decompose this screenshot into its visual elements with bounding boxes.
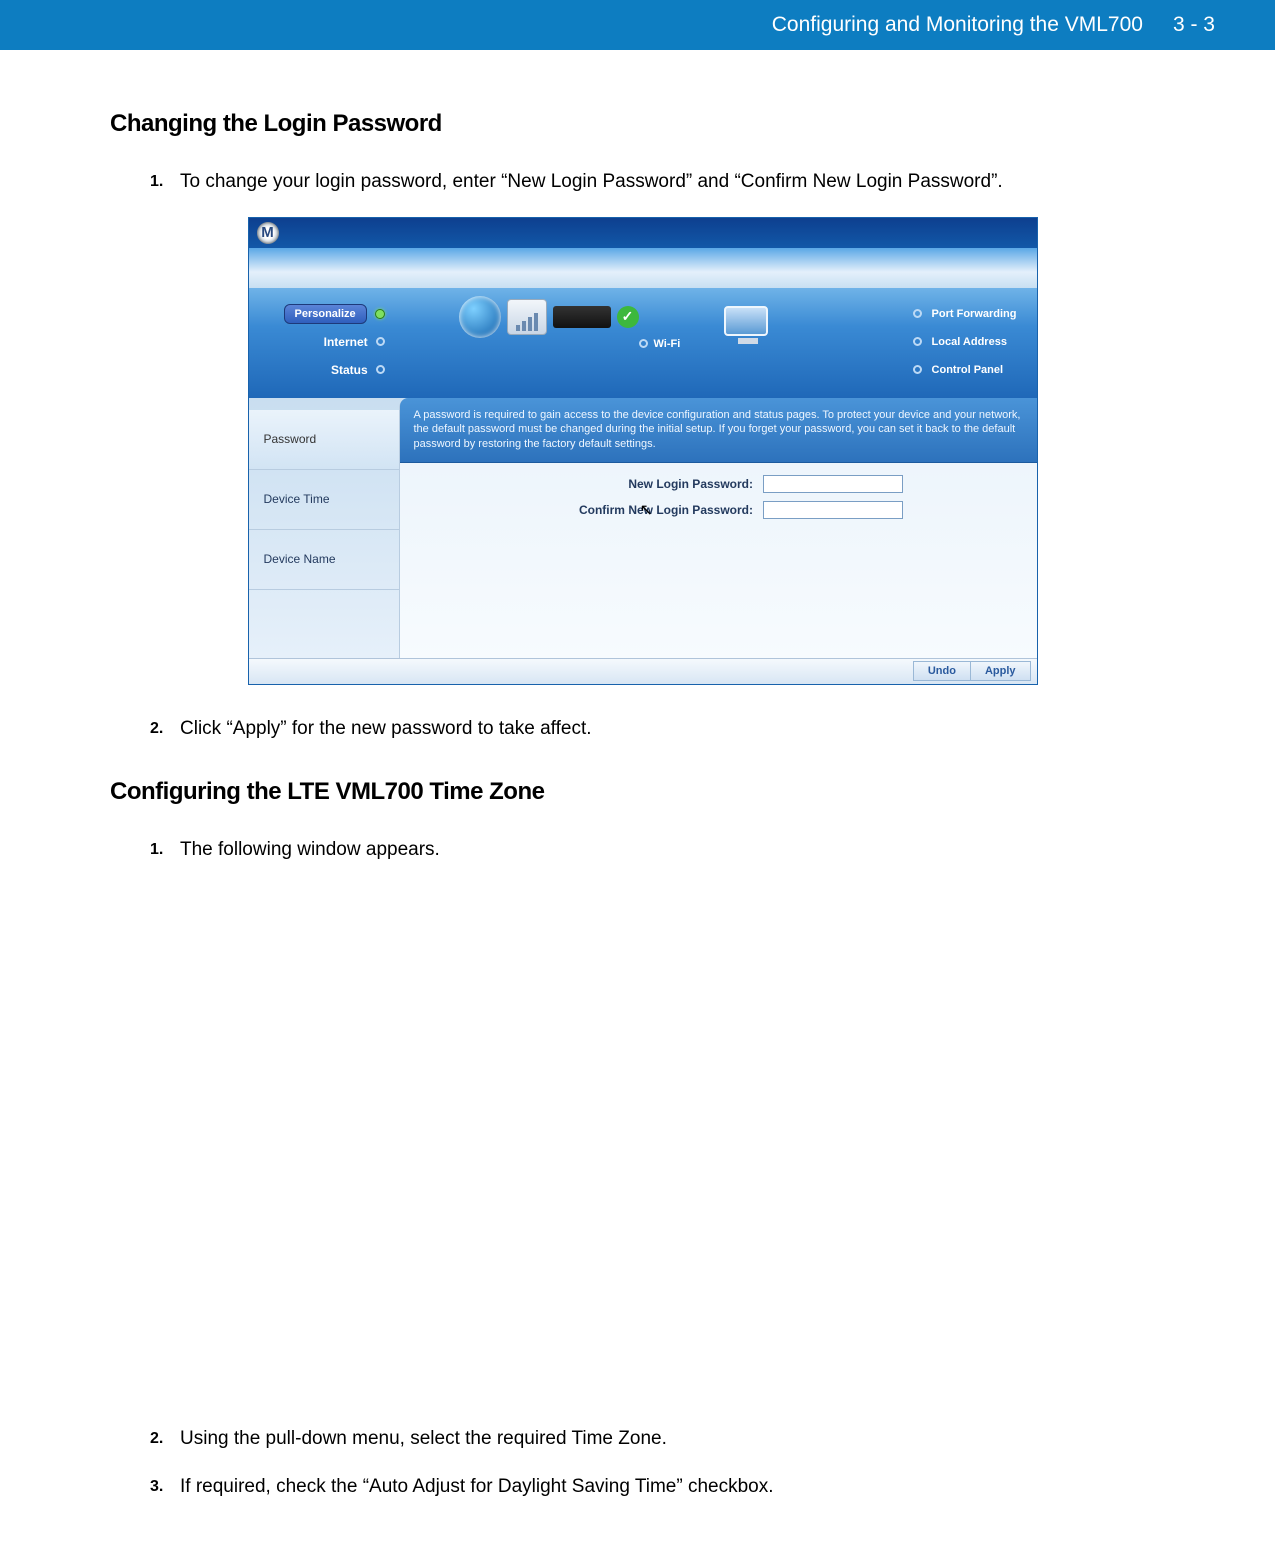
radio-dot-icon	[913, 365, 922, 374]
step-list-password: 1. To change your login password, enter …	[110, 168, 1175, 197]
checkmark-icon: ✓	[617, 306, 639, 328]
step-item: 2. Using the pull-down menu, select the …	[150, 1425, 1175, 1454]
config-sidebar: Password Device Time Device Name	[249, 398, 399, 658]
sidebar-item-label: Password	[264, 432, 317, 446]
new-password-input[interactable]	[763, 475, 903, 493]
section-heading-timezone: Configuring the LTE VML700 Time Zone	[110, 778, 1175, 806]
sidebar-item-device-time[interactable]: Device Time	[249, 470, 399, 530]
step-number: 2.	[150, 715, 180, 744]
step-list-password-cont: 2. Click “Apply” for the new password to…	[110, 715, 1175, 744]
form-row-new-password: New Login Password:	[420, 475, 1017, 493]
step-item: 1. To change your login password, enter …	[150, 168, 1175, 197]
window-titlebar: M	[249, 218, 1037, 248]
sidebar-item-device-name[interactable]: Device Name	[249, 530, 399, 590]
nav-right-group: Port Forwarding Local Address Control Pa…	[913, 300, 1017, 384]
step-number: 1.	[150, 836, 180, 865]
radio-dot-icon	[913, 309, 922, 318]
step-number: 1.	[150, 168, 180, 197]
config-main-panel: A password is required to gain access to…	[399, 398, 1037, 658]
step-item: 1. The following window appears.	[150, 836, 1175, 865]
nav-local-address-link[interactable]: Local Address	[932, 336, 1007, 348]
motorola-logo-icon: M	[257, 222, 279, 244]
sidebar-item-label: Device Name	[264, 552, 336, 566]
status-led-icon	[375, 309, 385, 319]
cursor-icon: ↖	[640, 500, 653, 520]
page-header: Configuring and Monitoring the VML700 3 …	[0, 0, 1275, 50]
nav-personalize-button[interactable]: Personalize	[284, 304, 367, 324]
globe-icon	[459, 296, 501, 338]
step-number: 2.	[150, 1425, 180, 1454]
step-list-timezone-cont: 2. Using the pull-down menu, select the …	[110, 1425, 1175, 1502]
config-footer: Undo Apply	[249, 658, 1037, 684]
header-page-number: 3 - 3	[1173, 13, 1215, 37]
step-item: 2. Click “Apply” for the new password to…	[150, 715, 1175, 744]
radio-dot-icon	[376, 365, 385, 374]
step-text: If required, check the “Auto Adjust for …	[180, 1473, 1175, 1502]
step-list-timezone: 1. The following window appears.	[110, 836, 1175, 865]
nav-wifi[interactable]: Wi-Fi	[639, 338, 681, 350]
top-nav: Personalize Internet Status ✓	[249, 288, 1037, 398]
section-heading-password: Changing the Login Password	[110, 110, 1175, 138]
header-title: Configuring and Monitoring the VML700	[772, 13, 1143, 37]
step-number: 3.	[150, 1473, 180, 1502]
step-text: Click “Apply” for the new password to ta…	[180, 715, 1175, 744]
config-body: Password Device Time Device Name A passw…	[249, 398, 1037, 658]
step-text: Using the pull-down menu, select the req…	[180, 1425, 1175, 1454]
radio-dot-icon	[639, 339, 648, 348]
help-text: A password is required to gain access to…	[400, 398, 1037, 464]
signal-bars-icon	[507, 299, 547, 335]
nav-control-panel-link[interactable]: Control Panel	[932, 364, 1004, 376]
form-row-confirm-password: Confirm New Login Password:	[420, 501, 1017, 519]
window-top-gradient	[249, 248, 1037, 288]
undo-button[interactable]: Undo	[913, 661, 971, 681]
page-content: Changing the Login Password 1. To change…	[0, 50, 1275, 1562]
sidebar-item-password[interactable]: Password	[249, 410, 399, 470]
nav-left-group: Personalize Internet Status	[284, 300, 385, 384]
router-ui-screenshot: M Personalize Internet Status	[248, 217, 1038, 685]
apply-button[interactable]: Apply	[971, 661, 1031, 681]
new-password-label: New Login Password:	[533, 477, 753, 491]
nav-port-forwarding-link[interactable]: Port Forwarding	[932, 308, 1017, 320]
radio-dot-icon	[376, 337, 385, 346]
radio-dot-icon	[913, 337, 922, 346]
nav-wifi-label: Wi-Fi	[654, 338, 681, 350]
step-text: The following window appears.	[180, 836, 1175, 865]
monitor-icon	[724, 306, 772, 348]
step-item: 3. If required, check the “Auto Adjust f…	[150, 1473, 1175, 1502]
nav-center-graphic: ✓	[459, 296, 639, 338]
router-icon	[553, 306, 611, 328]
nav-internet-link[interactable]: Internet	[324, 335, 368, 349]
figure-placeholder	[110, 885, 1175, 1425]
step-text: To change your login password, enter “Ne…	[180, 168, 1175, 197]
sidebar-item-label: Device Time	[264, 492, 330, 506]
confirm-password-input[interactable]	[763, 501, 903, 519]
nav-status-link[interactable]: Status	[331, 363, 368, 377]
